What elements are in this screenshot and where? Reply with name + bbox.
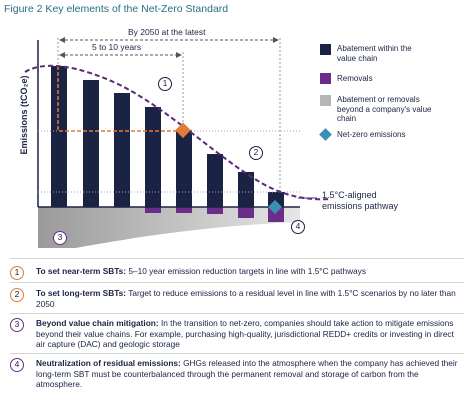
item-number: 4: [10, 358, 24, 372]
item-heading: Neutralization of residual emissions:: [36, 358, 181, 368]
legend-label: Net-zero emissions: [337, 130, 406, 139]
legend-label: Abatement or removals beyond a company's…: [337, 95, 432, 123]
span-short: 5 to 10 years: [92, 42, 142, 52]
item-text: In the transition to net-zero, companies…: [36, 318, 454, 349]
item: 4 Neutralization of residual emissions: …: [10, 358, 462, 390]
item-text: GHGs released into the atmosphere when t…: [36, 358, 458, 389]
item-heading: Beyond value chain mitigation:: [36, 318, 159, 328]
marker: 3: [53, 231, 67, 245]
span-long: By 2050 at the latest: [128, 27, 206, 37]
legend-label: Abatement within the value chain: [337, 44, 412, 63]
item-text: 5–10 year emission reduction targets in …: [128, 266, 366, 276]
marker: 1: [158, 77, 172, 91]
item-number: 2: [10, 288, 24, 302]
diagram: [24, 37, 332, 248]
item-heading: To set long-term SBTs:: [36, 288, 127, 298]
item-number: 1: [10, 266, 24, 280]
marker: 4: [291, 220, 305, 234]
legend-label: Removals: [337, 74, 373, 83]
y-axis-label: Emissions (tCO₂e): [19, 75, 29, 155]
beyond-area: [38, 207, 300, 248]
item: 1 To set near-term SBTs: 5–10 year emiss…: [10, 266, 462, 280]
item: 3 Beyond value chain mitigation: In the …: [10, 318, 462, 350]
title: Figure 2 Key elements of the Net-Zero St…: [4, 3, 229, 15]
pathway-label: 1.5°C-aligned emissions pathway: [322, 190, 399, 211]
item-heading: To set near-term SBTs:: [36, 266, 127, 276]
item-number: 3: [10, 318, 24, 332]
item-text: Target to reduce emissions to a residual…: [36, 288, 456, 309]
bars: [51, 66, 284, 207]
item: 2 To set long-term SBTs: Target to reduc…: [10, 288, 462, 309]
marker: 2: [249, 146, 263, 160]
